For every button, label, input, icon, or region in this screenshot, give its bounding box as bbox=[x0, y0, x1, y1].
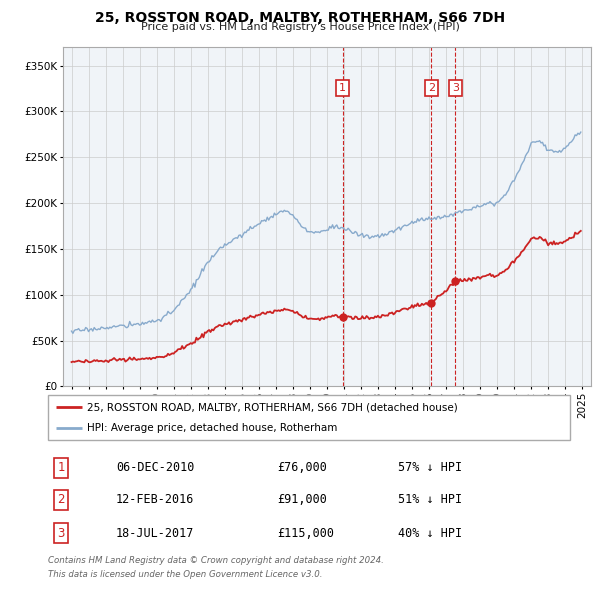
Text: 1: 1 bbox=[58, 461, 65, 474]
Text: 3: 3 bbox=[58, 527, 65, 540]
Text: 1: 1 bbox=[339, 83, 346, 93]
Text: £115,000: £115,000 bbox=[278, 527, 335, 540]
Text: 18-JUL-2017: 18-JUL-2017 bbox=[116, 527, 194, 540]
Text: Contains HM Land Registry data © Crown copyright and database right 2024.: Contains HM Land Registry data © Crown c… bbox=[48, 556, 384, 565]
Text: 2: 2 bbox=[428, 83, 435, 93]
Text: HPI: Average price, detached house, Rotherham: HPI: Average price, detached house, Roth… bbox=[87, 422, 338, 432]
Text: £91,000: £91,000 bbox=[278, 493, 328, 506]
Text: 40% ↓ HPI: 40% ↓ HPI bbox=[398, 527, 462, 540]
Text: 2: 2 bbox=[58, 493, 65, 506]
Text: 12-FEB-2016: 12-FEB-2016 bbox=[116, 493, 194, 506]
Text: This data is licensed under the Open Government Licence v3.0.: This data is licensed under the Open Gov… bbox=[48, 570, 323, 579]
Text: 57% ↓ HPI: 57% ↓ HPI bbox=[398, 461, 462, 474]
Text: Price paid vs. HM Land Registry's House Price Index (HPI): Price paid vs. HM Land Registry's House … bbox=[140, 22, 460, 32]
Text: 51% ↓ HPI: 51% ↓ HPI bbox=[398, 493, 462, 506]
Text: 25, ROSSTON ROAD, MALTBY, ROTHERHAM, S66 7DH: 25, ROSSTON ROAD, MALTBY, ROTHERHAM, S66… bbox=[95, 11, 505, 25]
Text: £76,000: £76,000 bbox=[278, 461, 328, 474]
Text: 3: 3 bbox=[452, 83, 459, 93]
Text: 06-DEC-2010: 06-DEC-2010 bbox=[116, 461, 194, 474]
Text: 25, ROSSTON ROAD, MALTBY, ROTHERHAM, S66 7DH (detached house): 25, ROSSTON ROAD, MALTBY, ROTHERHAM, S66… bbox=[87, 402, 458, 412]
